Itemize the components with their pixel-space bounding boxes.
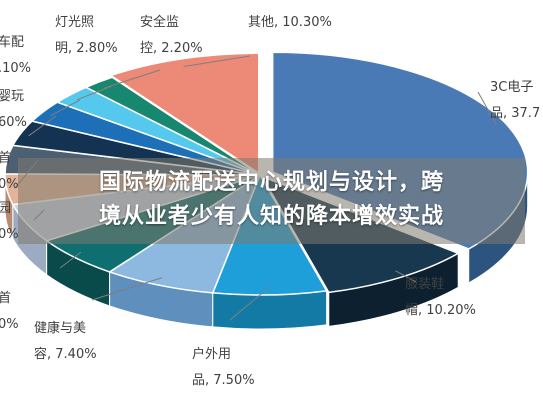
headline-banner [18,158,525,244]
slice-label-line: 首 [0,151,11,166]
leader-outdoor [229,286,270,321]
slice-label-line: 灯光照 [55,15,94,30]
slice-label-lighting: 灯光照明, 2.80% [55,15,118,56]
slice-label-3c: 3C电子品, 37.7 [490,80,540,121]
slice-label-auto: 车配 .10% [0,34,31,76]
slice-label-line: 容, 7.40% [34,346,97,362]
slice-label-line: 婴玩 [0,89,24,104]
slice-label-health: 健康与美容, 7.40% [34,320,97,362]
slice-label-line: 园 [0,201,11,216]
slice-labels: 3C电子品, 37.7 服装鞋帽, 10.20% 户外用品, 7.50% 健康与美容,… [0,14,540,388]
leader-other [183,55,251,68]
slice-label-line: 0% [0,227,19,242]
slice-label-line: 户外用 [192,346,231,362]
slice-label-line: 0% [0,317,19,332]
slice-label-other: 其他, 10.30% [248,15,332,30]
slice-label-line: 其他, 10.30% [248,15,332,30]
slice-label-home: 首 0% [0,291,19,332]
slice-label-line: 品, 7.50% [192,373,255,388]
leader-clothing [395,270,417,283]
slice-label-security: 安全监控, 2.20% [140,14,203,56]
leader-toys [28,115,57,137]
slice-label-line: 明, 2.80% [55,41,118,56]
leader-security [103,69,161,89]
leader-auto [50,99,81,117]
slice-label-line: 60% [0,115,27,130]
slice-label-line: 服装鞋 [405,276,444,292]
slice-label-line: 健康与美 [34,320,86,336]
slice-label-outdoor: 户外用品, 7.50% [192,346,255,388]
slice-label-line: .10% [0,61,31,76]
slice-label-garden: 园 0% [0,201,19,242]
slice-label-line: 车配 [0,34,24,50]
label-leaders [14,55,497,321]
slice-label-line: 3C电子 [490,80,533,95]
leader-home [59,251,82,269]
pie-side-outdoor [212,290,328,330]
slice-label-line: 品, 37.7 [490,106,540,121]
slice-label-line: 安全监 [140,14,179,30]
pie-slice-security [84,76,261,176]
leader-health [91,277,163,301]
slice-label-line: 首 [0,291,11,306]
slice-label-toys: 婴玩 60% [0,89,27,130]
leader-3c [477,91,497,125]
slice-label-line: 控, 2.20% [140,41,203,56]
slice-label-line: 0% [0,177,19,192]
headline: 国际物流配送中心规划与设计，跨 境从业者少有人知的降本增效实战 [18,166,525,234]
leader-lighting [76,85,113,101]
slice-label-clothing: 服装鞋帽, 10.20% [405,276,476,318]
pie-slice-other [109,52,260,175]
slice-label-line: 帽, 10.20% [405,302,476,318]
headline-line-1: 国际物流配送中心规划与设计，跨 [98,170,444,195]
headline-line-2: 境从业者少有人知的降本增效实战 [98,204,444,229]
slice-label-misc: 首 0% [0,151,19,192]
